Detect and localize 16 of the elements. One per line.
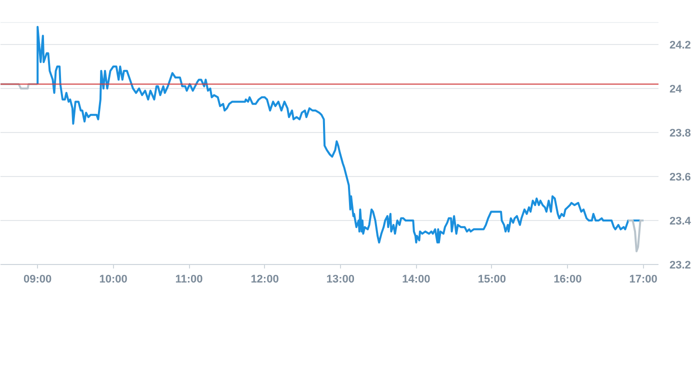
x-tick-label: 15:00: [478, 274, 506, 286]
x-tick-label: 11:00: [175, 274, 203, 286]
x-tick-label: 10:00: [99, 274, 128, 286]
y-tick-label: 23.8: [670, 128, 691, 140]
x-tick-label: 17:00: [629, 274, 658, 286]
x-tick-label: 16:00: [554, 274, 582, 286]
line-series: [627, 220, 644, 252]
x-tick-label: 12:00: [250, 274, 279, 286]
x-tick-label: 09:00: [24, 274, 52, 286]
y-tick-label: 23.2: [670, 260, 691, 272]
x-tick-label: 14:00: [402, 274, 430, 286]
y-tick-label: 24.2: [670, 40, 691, 52]
y-tick-label: 24: [670, 84, 683, 96]
x-tick-label: 13:00: [326, 274, 355, 286]
y-tick-label: 23.6: [670, 172, 691, 184]
y-tick-label: 23.4: [670, 216, 692, 228]
